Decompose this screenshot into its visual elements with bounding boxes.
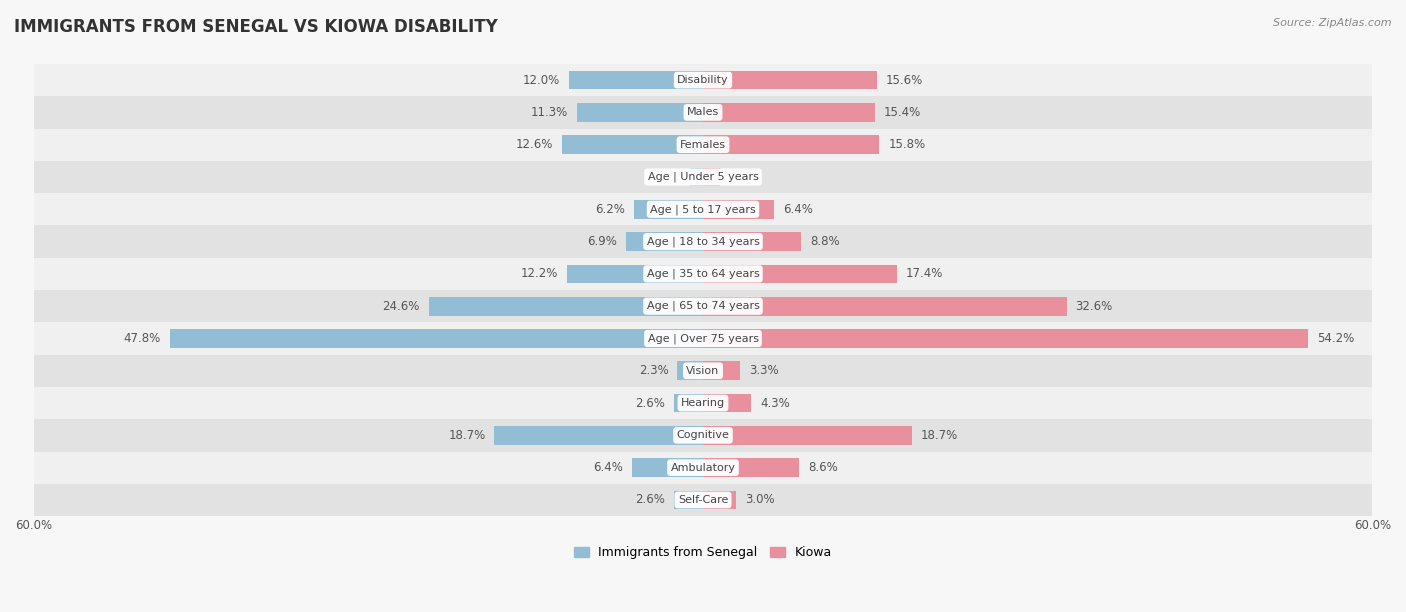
Bar: [562, 135, 703, 154]
Text: 8.6%: 8.6%: [808, 461, 838, 474]
Bar: [495, 426, 703, 445]
Text: Females: Females: [681, 140, 725, 150]
Text: 2.6%: 2.6%: [636, 493, 665, 507]
Bar: [634, 200, 703, 218]
Text: 15.4%: 15.4%: [884, 106, 921, 119]
Bar: [673, 491, 703, 509]
Bar: [34, 64, 1372, 96]
Bar: [34, 161, 1372, 193]
Text: 2.6%: 2.6%: [636, 397, 665, 409]
Bar: [34, 484, 1372, 516]
Text: 32.6%: 32.6%: [1076, 300, 1114, 313]
Text: 11.3%: 11.3%: [530, 106, 568, 119]
Text: 6.9%: 6.9%: [588, 235, 617, 248]
Text: Age | Over 75 years: Age | Over 75 years: [648, 333, 758, 344]
Bar: [703, 329, 1308, 348]
Text: Males: Males: [688, 107, 718, 118]
Text: Age | 18 to 34 years: Age | 18 to 34 years: [647, 236, 759, 247]
Bar: [34, 258, 1372, 290]
Bar: [567, 264, 703, 283]
Text: 4.3%: 4.3%: [759, 397, 790, 409]
Text: Source: ZipAtlas.com: Source: ZipAtlas.com: [1274, 18, 1392, 28]
Bar: [673, 394, 703, 412]
Bar: [34, 419, 1372, 452]
Bar: [576, 103, 703, 122]
Text: 6.4%: 6.4%: [593, 461, 623, 474]
Bar: [34, 323, 1372, 354]
Bar: [703, 168, 720, 187]
Text: 6.2%: 6.2%: [595, 203, 624, 216]
Text: Vision: Vision: [686, 366, 720, 376]
Text: 8.8%: 8.8%: [810, 235, 839, 248]
Text: 24.6%: 24.6%: [382, 300, 419, 313]
Bar: [34, 96, 1372, 129]
Bar: [703, 491, 737, 509]
Text: 12.6%: 12.6%: [516, 138, 554, 151]
Text: Age | Under 5 years: Age | Under 5 years: [648, 172, 758, 182]
Text: 3.3%: 3.3%: [749, 364, 779, 377]
Bar: [703, 71, 877, 89]
Text: 18.7%: 18.7%: [921, 429, 957, 442]
Text: Ambulatory: Ambulatory: [671, 463, 735, 472]
Bar: [703, 297, 1067, 316]
Text: Age | 65 to 74 years: Age | 65 to 74 years: [647, 301, 759, 312]
Bar: [703, 103, 875, 122]
Legend: Immigrants from Senegal, Kiowa: Immigrants from Senegal, Kiowa: [568, 541, 838, 564]
Bar: [569, 71, 703, 89]
Bar: [170, 329, 703, 348]
Bar: [703, 200, 775, 218]
Text: IMMIGRANTS FROM SENEGAL VS KIOWA DISABILITY: IMMIGRANTS FROM SENEGAL VS KIOWA DISABIL…: [14, 18, 498, 36]
Text: 18.7%: 18.7%: [449, 429, 485, 442]
Text: 1.2%: 1.2%: [651, 171, 681, 184]
Bar: [34, 354, 1372, 387]
Text: 17.4%: 17.4%: [905, 267, 943, 280]
Text: 1.5%: 1.5%: [728, 171, 758, 184]
Text: 12.0%: 12.0%: [523, 73, 560, 87]
Text: 15.6%: 15.6%: [886, 73, 924, 87]
Bar: [34, 290, 1372, 323]
Text: Cognitive: Cognitive: [676, 430, 730, 441]
Bar: [703, 426, 911, 445]
Bar: [34, 193, 1372, 225]
Text: Hearing: Hearing: [681, 398, 725, 408]
Bar: [703, 362, 740, 380]
Bar: [703, 135, 879, 154]
Text: Age | 35 to 64 years: Age | 35 to 64 years: [647, 269, 759, 279]
Text: 54.2%: 54.2%: [1316, 332, 1354, 345]
Bar: [34, 129, 1372, 161]
Bar: [678, 362, 703, 380]
Text: Self-Care: Self-Care: [678, 495, 728, 505]
Text: 3.0%: 3.0%: [745, 493, 775, 507]
Text: Disability: Disability: [678, 75, 728, 85]
Bar: [34, 225, 1372, 258]
Bar: [626, 232, 703, 251]
Text: 2.3%: 2.3%: [638, 364, 668, 377]
Text: 6.4%: 6.4%: [783, 203, 813, 216]
Bar: [703, 232, 801, 251]
Text: 12.2%: 12.2%: [520, 267, 558, 280]
Text: Age | 5 to 17 years: Age | 5 to 17 years: [650, 204, 756, 215]
Text: 47.8%: 47.8%: [124, 332, 160, 345]
Bar: [429, 297, 703, 316]
Bar: [703, 458, 799, 477]
Bar: [34, 387, 1372, 419]
Bar: [703, 264, 897, 283]
Bar: [34, 452, 1372, 484]
Bar: [631, 458, 703, 477]
Text: 15.8%: 15.8%: [889, 138, 925, 151]
Bar: [689, 168, 703, 187]
Bar: [703, 394, 751, 412]
